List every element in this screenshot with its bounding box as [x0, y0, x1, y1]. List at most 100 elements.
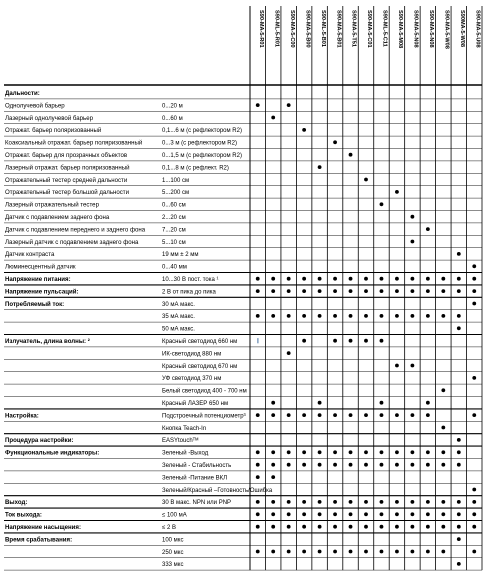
availability-dot [255, 549, 260, 554]
row-value: Красный ЛАЗЕР 650 нм [162, 400, 228, 407]
availability-dot [425, 462, 430, 467]
availability-dot [395, 276, 399, 281]
availability-dot [271, 314, 276, 318]
availability-dot [348, 450, 353, 455]
availability-dot [456, 462, 461, 467]
availability-dot [348, 524, 353, 529]
availability-dot [395, 289, 399, 293]
availability-dot [456, 500, 461, 504]
availability-dot [364, 177, 368, 182]
row-label: Лазерный датчик с подавлением заднего фо… [5, 239, 139, 246]
row-label: Функциональные индикаторы: [5, 450, 99, 457]
availability-dot [271, 115, 276, 120]
availability-dot [333, 462, 337, 467]
availability-dot [271, 512, 276, 517]
availability-dot [379, 450, 384, 455]
availability-dot [456, 438, 461, 442]
availability-dot [286, 549, 291, 554]
row-label: Датчик с подавлением заднего фона [5, 214, 110, 221]
availability-dot [379, 462, 384, 467]
availability-dot [410, 413, 415, 417]
column-header: S90-MA-5-T51 [351, 10, 357, 47]
availability-dot [410, 214, 415, 219]
row-value: 0...20 м [162, 103, 183, 109]
availability-dot [333, 512, 337, 517]
availability-dot [472, 500, 477, 504]
availability-dot [255, 450, 260, 455]
row-value: 0...60 м [162, 116, 183, 122]
availability-dot [472, 413, 477, 417]
availability-dot [379, 289, 384, 293]
availability-dot [333, 549, 337, 554]
availability-dot [472, 376, 477, 380]
row-label: Лазерный отражат. барьер поляризованный [5, 164, 130, 171]
row-value: Зеленый -Выход [162, 450, 209, 457]
availability-dot [472, 487, 477, 492]
availability-dot [379, 524, 384, 529]
availability-dot [441, 276, 446, 281]
availability-dot [364, 450, 368, 455]
availability-dot [348, 462, 353, 467]
availability-dot [302, 338, 307, 343]
availability-dot [317, 549, 322, 554]
availability-dot [317, 413, 322, 417]
availability-dot [395, 524, 399, 529]
availability-dot [255, 524, 260, 529]
availability-dot [441, 314, 446, 318]
row-value: 0...3 м (с рефлектором R2) [162, 141, 237, 147]
availability-dot [302, 289, 307, 293]
availability-dot [472, 264, 477, 269]
availability-dot [255, 475, 260, 479]
availability-dot [425, 549, 430, 554]
availability-dot [410, 314, 415, 318]
row-label: Излучатель, длина волны: ² [5, 338, 90, 345]
availability-dot [410, 524, 415, 529]
availability-dot [410, 289, 415, 293]
availability-dot [255, 289, 260, 293]
availability-dot [395, 500, 399, 504]
row-value: 0...60 см [162, 203, 186, 209]
availability-dot [456, 289, 461, 293]
availability-dot [317, 500, 322, 504]
row-value: Красный светодиод 660 нм [162, 338, 237, 345]
availability-dot [379, 549, 384, 554]
availability-dot [379, 400, 384, 405]
availability-dot [472, 301, 477, 306]
availability-dot [317, 512, 322, 517]
availability-dot [364, 314, 368, 318]
availability-dot [379, 512, 384, 517]
availability-dot [317, 462, 322, 467]
column-header: S90-MA-5-N08 [428, 10, 434, 48]
availability-dot [379, 338, 384, 343]
availability-dot [456, 450, 461, 455]
availability-dot [472, 549, 477, 554]
availability-dot [441, 450, 446, 455]
availability-dot [456, 512, 461, 517]
availability-dot [395, 512, 399, 517]
row-label: Однолучевой барьер [5, 102, 65, 109]
row-value: 0,1...8 м (с рефлект. R2) [162, 165, 229, 171]
availability-dot [441, 289, 446, 293]
row-value: EASYtouchᵀᴹ [162, 437, 198, 444]
availability-dot [302, 462, 307, 467]
row-label: Напряжение насыщения: [5, 524, 81, 531]
row-value: 2 В от пика до пика [162, 289, 217, 295]
row-label: Люминесцентный датчик [5, 264, 76, 271]
availability-dot [286, 314, 291, 318]
availability-dot [286, 413, 291, 417]
availability-dot [456, 314, 461, 318]
column-header: S90-MA-5-B01 [335, 10, 341, 48]
availability-dot [302, 276, 307, 281]
column-header: S90-MA-5-B00 [304, 10, 310, 48]
availability-dot [333, 450, 337, 455]
availability-dot [271, 475, 276, 479]
availability-dot [333, 314, 337, 318]
availability-dot [286, 462, 291, 467]
row-value: 19 мм ± 2 мм [162, 252, 198, 258]
row-label: Дальности: [5, 90, 40, 97]
row-value: 5...200 см [162, 190, 189, 196]
availability-bar [257, 338, 259, 344]
availability-dot [286, 450, 291, 455]
availability-dot [364, 276, 368, 281]
availability-dot [255, 413, 260, 417]
